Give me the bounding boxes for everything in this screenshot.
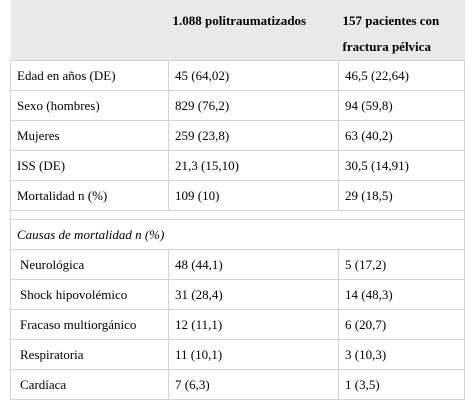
section-cell: Causas de mortalidad n (%) xyxy=(10,219,465,250)
table-row: Respiratoria 11 (10,1) 3 (10,3) xyxy=(10,339,465,370)
table-cell: 109 (10) xyxy=(168,180,339,211)
header-line: 157 pacientes con xyxy=(342,13,440,28)
table-cell: 29 (18,5) xyxy=(338,180,465,211)
table-cell: 829 (76,2) xyxy=(168,90,339,121)
table-row: ISS (DE) 21,3 (15,10) 30,5 (14,91) xyxy=(10,150,465,181)
table-cell: 14 (48,3) xyxy=(338,279,465,310)
spacer-row xyxy=(10,210,465,220)
table-row: Edad en años (DE) 45 (64,02) 46,5 (22,64) xyxy=(10,60,465,91)
table-cell: Fracaso multiorgánico xyxy=(10,309,169,340)
data-table: 1.088 politraumatizados 157 pacientes con… xyxy=(10,0,465,400)
header-line: fractura pélvica xyxy=(342,39,431,54)
table-cell: Mortalidad n (%) xyxy=(10,180,169,211)
table-cell: 3 (10,3) xyxy=(338,339,465,370)
table-cell: 11 (10,1) xyxy=(168,339,339,370)
table-cell: 5 (17,2) xyxy=(338,249,465,280)
table-cell: 48 (44,1) xyxy=(168,249,339,280)
table-cell: 259 (23,8) xyxy=(168,120,339,151)
table-cell: ISS (DE) xyxy=(10,150,169,181)
table-cell: Cardíaca xyxy=(10,369,169,400)
table-row: Cardíaca 7 (6,3) 1 (3,5) xyxy=(10,369,465,400)
header-cell: 1.088 politraumatizados xyxy=(168,0,339,61)
table-cell: 45 (64,02) xyxy=(168,60,339,91)
table-row: Shock hipovolémico 31 (28,4) 14 (48,3) xyxy=(10,279,465,310)
table-cell: 46,5 (22,64) xyxy=(338,60,465,91)
table-cell: 31 (28,4) xyxy=(168,279,339,310)
table-row: Mujeres 259 (23,8) 63 (40,2) xyxy=(10,120,465,151)
section-row: Causas de mortalidad n (%) xyxy=(10,219,465,250)
header-row: 1.088 politraumatizados 157 pacientes con… xyxy=(10,0,465,61)
header-cell: 157 pacientes con fractura pélvica xyxy=(338,0,465,61)
table-row: Mortalidad n (%) 109 (10) 29 (18,5) xyxy=(10,180,465,211)
table-cell: Mujeres xyxy=(10,120,169,151)
table-cell: 6 (20,7) xyxy=(338,309,465,340)
table-cell: 63 (40,2) xyxy=(338,120,465,151)
table-cell: 7 (6,3) xyxy=(168,369,339,400)
table-row: Fracaso multiorgánico 12 (11,1) 6 (20,7) xyxy=(10,309,465,340)
table-cell: 12 (11,1) xyxy=(168,309,339,340)
table-cell: Edad en años (DE) xyxy=(10,60,169,91)
table-row: Neurológica 48 (44,1) 5 (17,2) xyxy=(10,249,465,280)
table-row: Sexo (hombres) 829 (76,2) 94 (59,8) xyxy=(10,90,465,121)
table-cell: 21,3 (15,10) xyxy=(168,150,339,181)
header-cell xyxy=(10,0,169,61)
table-cell: 94 (59,8) xyxy=(338,90,465,121)
table-cell: 30,5 (14,91) xyxy=(338,150,465,181)
table-cell: Shock hipovolémico xyxy=(10,279,169,310)
table-cell: Respiratoria xyxy=(10,339,169,370)
table-cell: 1 (3,5) xyxy=(338,369,465,400)
table-cell: Sexo (hombres) xyxy=(10,90,169,121)
spacer-cell xyxy=(10,210,465,220)
table-cell: Neurológica xyxy=(10,249,169,280)
